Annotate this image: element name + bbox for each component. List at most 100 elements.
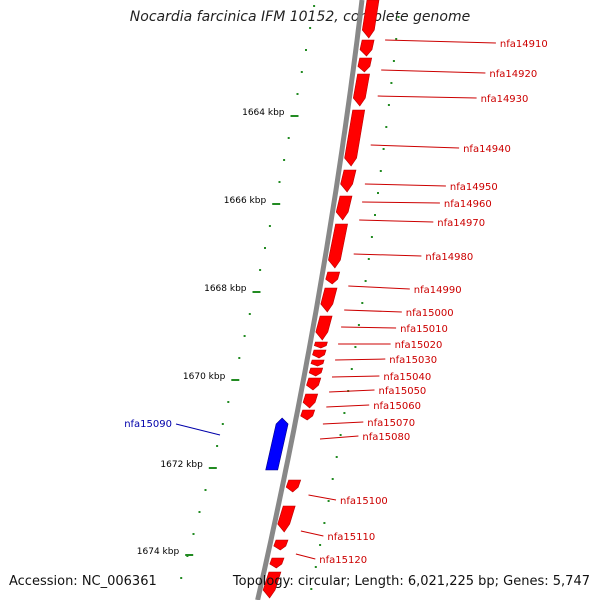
reverse-gene-feature (265, 417, 289, 471)
forward-gene-feature (277, 505, 296, 533)
gene-leader-line (359, 219, 434, 223)
outer-tick-dot (354, 346, 357, 348)
inner-tick-dot (198, 511, 201, 513)
outer-tick-dot (387, 104, 390, 106)
scale-tick-mark (290, 115, 299, 117)
outer-tick-dot (361, 302, 364, 304)
gene-label: nfa14970 (437, 218, 485, 229)
gene-leader-line (353, 253, 422, 257)
gene-leader-line (348, 285, 410, 290)
gene-leader-line (385, 39, 496, 44)
outer-tick-dot (374, 214, 376, 216)
gene-label: nfa15070 (367, 418, 415, 429)
forward-gene-feature (357, 57, 373, 73)
scale-tick-mark (252, 291, 261, 293)
forward-gene-feature (325, 271, 341, 285)
gene-label: nfa15030 (389, 355, 437, 366)
scale-tick-mark (208, 467, 217, 469)
gene-leader-line (362, 201, 440, 204)
outer-tick-dot (379, 170, 382, 172)
inner-tick-dot (305, 49, 307, 51)
gene-label: nfa15000 (406, 308, 454, 319)
outer-tick-dot (331, 478, 334, 480)
gene-label: nfa14960 (444, 199, 492, 210)
forward-gene-feature (352, 73, 370, 107)
scale-tick-label: 1664 kbp (242, 108, 285, 118)
gene-label: nfa15110 (327, 532, 375, 543)
forward-gene-feature (344, 109, 366, 167)
scale-tick-label: 1666 kbp (224, 196, 267, 206)
inner-tick-dot (204, 489, 207, 491)
outer-tick-dot (382, 148, 385, 150)
forward-gene-feature (262, 571, 282, 599)
gene-leader-line (370, 144, 460, 149)
gene-label: nfa14980 (425, 252, 473, 263)
forward-gene-feature (340, 169, 357, 193)
gene-label: nfa15060 (373, 401, 421, 412)
forward-gene-feature (300, 409, 316, 421)
gene-leader-line (322, 421, 364, 425)
scale-tick-mark (231, 379, 240, 381)
gene-leader-line (295, 553, 316, 560)
inner-tick-dot (268, 225, 271, 227)
inner-tick-dot (283, 159, 286, 161)
gene-leader-line-reverse (175, 423, 221, 436)
gene-label: nfa15120 (319, 555, 367, 566)
gene-label: nfa14930 (481, 94, 529, 105)
gene-label: nfa15050 (379, 386, 427, 397)
gene-label-reverse: nfa15090 (124, 419, 172, 430)
gene-label: nfa15010 (400, 324, 448, 335)
outer-tick-dot (385, 126, 388, 128)
forward-gene-feature (335, 195, 353, 221)
forward-gene-feature (306, 377, 322, 391)
inner-tick-dot (309, 27, 312, 29)
forward-gene-feature (359, 39, 375, 57)
outer-tick-dot (392, 60, 395, 62)
inner-tick-dot (221, 423, 224, 425)
outer-tick-dot (395, 38, 398, 40)
outer-tick-dot (327, 500, 330, 502)
gene-label: nfa14910 (500, 39, 548, 50)
outer-tick-dot (314, 566, 317, 568)
inner-tick-dot (300, 71, 303, 73)
scale-tick-label: 1674 kbp (137, 547, 180, 557)
accession-label: Accession: NC_006361 (9, 574, 157, 589)
gene-leader-line (300, 530, 324, 537)
inner-tick-dot (180, 577, 183, 579)
forward-gene-feature (285, 479, 302, 493)
gene-label: nfa15040 (383, 372, 431, 383)
forward-gene-feature (269, 557, 285, 569)
scale-tick-mark (272, 203, 281, 205)
inner-tick-dot (264, 247, 266, 249)
outer-tick-dot (343, 412, 346, 414)
inner-tick-dot (243, 335, 246, 337)
scale-tick-label: 1668 kbp (204, 284, 247, 294)
forward-gene-feature (273, 539, 289, 551)
gene-leader-line (335, 358, 386, 361)
gene-label: nfa14920 (489, 69, 537, 80)
inner-tick-dot (248, 313, 251, 315)
gene-label: nfa15100 (340, 496, 388, 507)
gene-leader-line (364, 183, 446, 187)
gene-leader-line (319, 435, 359, 440)
inner-tick-dot (313, 5, 316, 7)
gene-leader-line (341, 326, 397, 329)
gene-leader-line (331, 375, 380, 378)
gene-label: nfa14940 (463, 144, 511, 155)
gene-leader-line (329, 389, 375, 393)
forward-gene-feature (315, 315, 333, 341)
genome-backbone (255, 0, 365, 600)
outer-tick-dot (370, 236, 373, 238)
outer-tick-dot (319, 544, 322, 546)
scale-tick-label: 1672 kbp (160, 460, 203, 470)
gene-label: nfa14990 (414, 285, 462, 296)
gene-label: nfa15020 (395, 340, 443, 351)
gene-leader-line (308, 494, 337, 501)
inner-tick-dot (216, 445, 219, 447)
gene-label: nfa14950 (450, 182, 498, 193)
outer-tick-dot (323, 522, 326, 524)
outer-tick-dot (350, 368, 353, 370)
forward-gene-feature (320, 287, 338, 313)
scale-tick-mark (185, 554, 194, 556)
